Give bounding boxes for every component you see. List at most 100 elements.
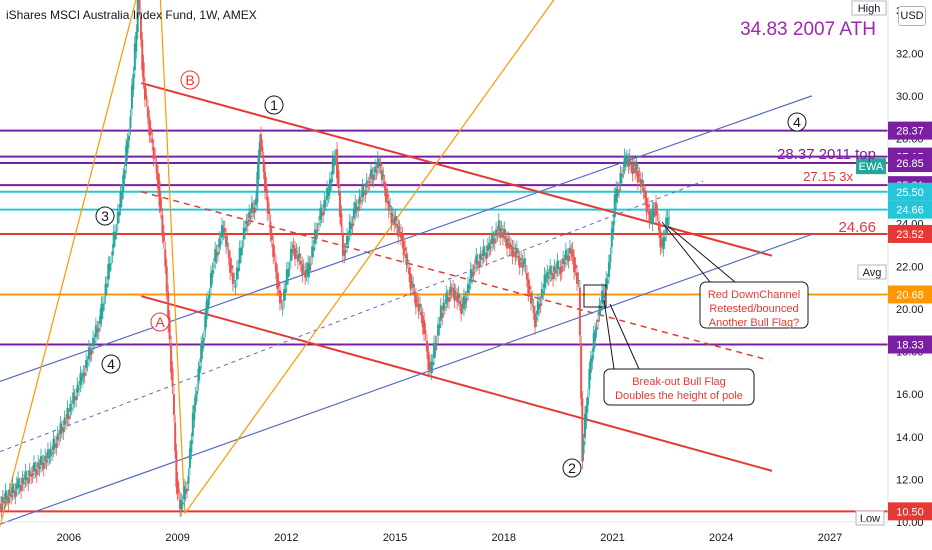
candle-body [198, 366, 201, 373]
candle-body [110, 263, 112, 265]
candle-body [94, 325, 97, 338]
candle-body [129, 116, 132, 128]
candle-body [413, 291, 416, 296]
candle-body [51, 452, 54, 454]
candle-body [424, 330, 427, 334]
candle-body [576, 272, 579, 284]
price-tag-box [888, 121, 932, 140]
candle-body [540, 289, 543, 299]
candle-body [90, 350, 93, 354]
candle-body [139, 16, 142, 40]
candle-body [525, 272, 528, 280]
candle-body [97, 328, 100, 332]
candle-body [184, 488, 187, 494]
price-tag-label: 18.33 [896, 340, 924, 352]
candle-body [22, 481, 25, 485]
candle-body [151, 138, 154, 144]
candle-body [17, 478, 20, 488]
wave-marker-a-label: A [155, 314, 165, 330]
candle-body [288, 268, 291, 270]
trendlines [0, 0, 813, 527]
candle-body [592, 333, 595, 352]
callout-channel-text: Red DownChannel [708, 289, 800, 301]
candle-body [648, 210, 651, 222]
candle-body [446, 297, 449, 301]
x-tick-label: 2006 [57, 532, 81, 544]
x-tick-label: 2015 [383, 532, 407, 544]
bull-flag-box [583, 284, 607, 308]
candle-body [118, 211, 121, 216]
price-tag-box [888, 200, 932, 219]
candle-body [78, 388, 81, 390]
candle-body [194, 394, 197, 405]
candle-body [278, 290, 281, 304]
candle-body [610, 228, 613, 248]
candle-body [599, 307, 602, 309]
candle-body [539, 303, 542, 306]
candle-body [73, 396, 76, 401]
callout-flag-text: Break-out Bull Flag [632, 376, 726, 388]
candle-body [307, 262, 310, 277]
candle-body [253, 207, 256, 213]
ticker-tag-box [856, 158, 886, 175]
candle-body [5, 497, 8, 499]
price-tag-label: 26.85 [896, 158, 924, 170]
candle-body [586, 396, 589, 406]
candle-body [435, 343, 438, 345]
candle-body [27, 477, 30, 484]
candle-body [158, 181, 161, 206]
price-tag-box [888, 182, 932, 201]
currency-badge[interactable]: USD [898, 6, 926, 26]
label-2466-annotation: 24.66 [838, 219, 876, 236]
candle-body [45, 459, 48, 463]
candle-body [132, 74, 135, 90]
candle-body [31, 472, 34, 476]
candle-body [186, 488, 189, 492]
candle-body [536, 301, 539, 315]
candle-body [99, 315, 102, 325]
candle-body [372, 174, 375, 181]
candle-body [135, 31, 138, 52]
candle-body [230, 265, 233, 269]
candle-body [399, 231, 402, 239]
candle-body [398, 227, 401, 230]
candle-body [56, 433, 59, 441]
candle-body [559, 267, 562, 274]
orange-fan-down [159, 0, 186, 514]
candle-body [645, 198, 648, 213]
candle-body [465, 298, 468, 301]
candle-body [337, 170, 340, 188]
candle-body [0, 503, 3, 511]
red-channel-lower [141, 295, 773, 472]
candle-body [395, 223, 398, 227]
candle-body [409, 274, 412, 289]
candle-body [510, 245, 513, 248]
candle-body [595, 327, 598, 331]
candle-body [492, 238, 495, 242]
red-channel-mid [141, 191, 769, 361]
candle-body [53, 443, 56, 447]
candle-body [221, 225, 223, 238]
candle-body [48, 455, 51, 458]
candle-body [613, 194, 616, 218]
candle-body [496, 233, 499, 235]
candle-body [256, 172, 259, 203]
candle-body [126, 140, 129, 154]
candle-body [69, 403, 72, 412]
candle-body [374, 166, 377, 173]
candle-body [63, 417, 66, 425]
candle-body [104, 283, 107, 296]
candle-body [507, 239, 510, 241]
candle-body [235, 267, 238, 280]
candle-body [589, 358, 592, 373]
candle-body [464, 298, 467, 304]
candle-body [130, 85, 133, 109]
candle-body [338, 191, 341, 217]
candle-body [606, 280, 609, 283]
candle-body [365, 180, 368, 188]
candle-body [327, 191, 330, 196]
candle-body [418, 303, 421, 308]
candle-body [171, 368, 174, 387]
candle-body [38, 466, 41, 469]
